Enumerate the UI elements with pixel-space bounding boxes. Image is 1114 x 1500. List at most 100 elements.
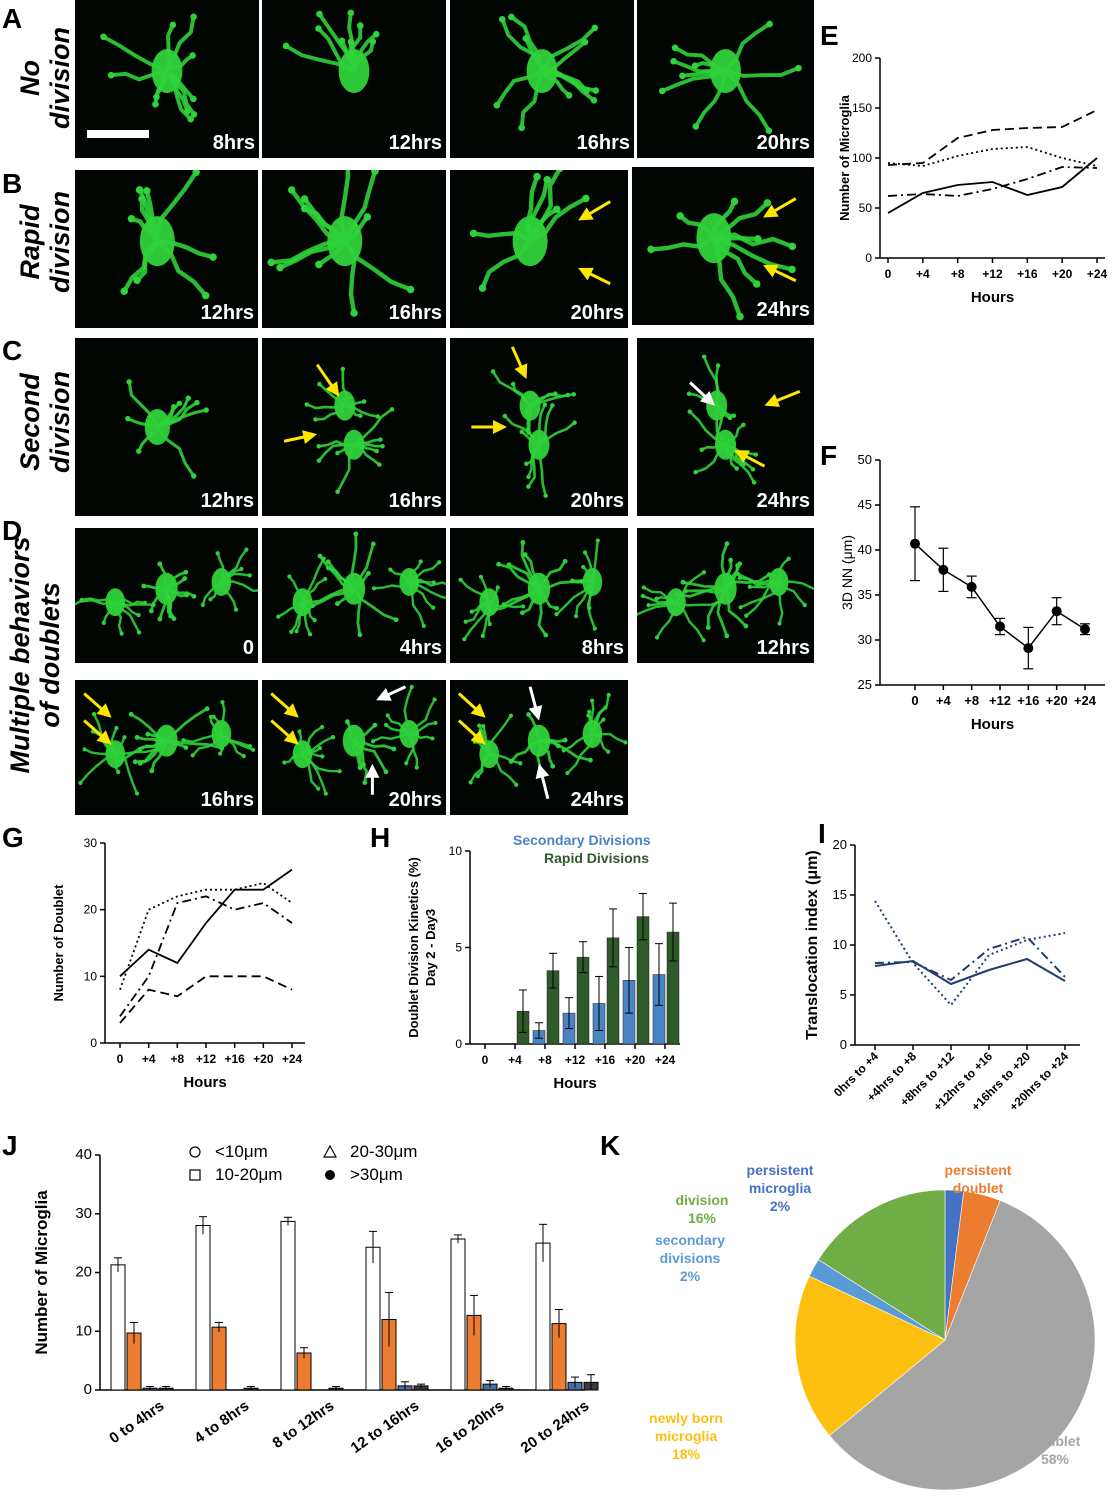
microglia-cell — [282, 9, 380, 94]
micrograph-b-2: 20hrs — [450, 170, 628, 328]
y-axis-label: Number of Doublet — [51, 884, 66, 1002]
y-tick-label: 10 — [75, 1322, 92, 1339]
micrograph-image — [78, 692, 256, 796]
pie-label: doublet — [1030, 1433, 1081, 1449]
legend-marker-dot — [325, 1170, 335, 1180]
micrograph-image — [282, 9, 380, 94]
panel-letter-f: F — [820, 440, 838, 471]
timepoint-label: 16hrs — [576, 132, 630, 154]
row-label-b: Rapid division — [15, 191, 75, 294]
x-tick-label: +24 — [655, 1053, 676, 1067]
yellow-arrow — [578, 267, 611, 286]
data-point — [1080, 624, 1090, 635]
microglia-cell — [490, 369, 577, 435]
timepoint-label: 20hrs — [756, 132, 810, 154]
row-label-a: No division — [15, 27, 75, 130]
microglia-cell — [141, 561, 197, 622]
panel-letter-h: H — [370, 822, 391, 853]
yellow-arrow — [471, 420, 507, 434]
yellow-arrow — [270, 692, 299, 718]
bar-square — [296, 1352, 312, 1391]
pie-label: persistent — [945, 1162, 1012, 1178]
pie-label: newly born — [649, 1410, 723, 1426]
micrograph-c-0: 12hrs — [75, 338, 258, 516]
y-tick-label: 30 — [84, 836, 98, 850]
yellow-arrow — [283, 430, 318, 444]
yellow-arrow — [763, 197, 797, 218]
timepoint-label: 0 — [242, 637, 254, 659]
pie-percent-label: 16% — [688, 1210, 717, 1226]
y-axis-label: Doublet Division Kinetics (%) Day 2 - Day… — [406, 857, 438, 1038]
series-line-dashdot — [874, 935, 1066, 982]
x-tick-label: +20 — [625, 1053, 646, 1067]
micrograph-d-2: 8hrs — [450, 528, 628, 663]
pie-percent-label: 58% — [1041, 1451, 1070, 1467]
x-tick-label: +8 — [538, 1053, 552, 1067]
pie-label: division — [676, 1192, 729, 1208]
microglia-cell — [647, 197, 797, 321]
microglia-cell — [371, 559, 446, 629]
micrograph-b-0: 12hrs — [75, 170, 258, 328]
microglia-cell — [468, 713, 523, 787]
x-tick-label: +24 — [1087, 267, 1108, 281]
timepoint-label: 8hrs — [581, 637, 624, 659]
micrograph-c-2: 20hrs — [450, 338, 628, 516]
x-tick-label: +12 — [196, 1052, 217, 1066]
x-tick-label: +24 — [282, 1052, 303, 1066]
white-arrow — [528, 686, 543, 721]
yellow-arrow — [734, 450, 766, 468]
micrograph-a-2: 16hrs — [450, 0, 634, 158]
yellow-arrow — [315, 363, 340, 397]
x-tick-label: +24 — [1074, 693, 1097, 708]
microglia-cell — [487, 540, 585, 638]
x-tick-label: 8 to 12hrs — [269, 1397, 337, 1452]
y-tick-label: 10 — [84, 969, 98, 983]
series-line-dotted — [119, 882, 293, 990]
data-point — [966, 581, 977, 592]
micrograph-a-3: 20hrs — [637, 0, 814, 158]
micrograph-b-3: 24hrs — [632, 167, 814, 325]
microglia-cell — [118, 706, 225, 774]
x-tick-label: +16 — [1017, 267, 1038, 281]
pie-percent-label: 4% — [968, 1198, 989, 1214]
panel-letter-i: I — [818, 818, 826, 849]
legend-label: <10μm — [215, 1142, 268, 1161]
pie-percent-label: 2% — [770, 1198, 791, 1214]
y-tick-label: 20 — [84, 903, 98, 917]
y-tick-label: 0 — [84, 1381, 92, 1398]
microglia-cell — [276, 556, 328, 637]
y-tick-label: 35 — [858, 587, 872, 602]
micrograph-image — [457, 686, 628, 800]
timepoint-label: 20hrs — [388, 789, 442, 811]
timepoint-label: 24hrs — [756, 490, 810, 512]
y-tick-label: 15 — [833, 887, 847, 902]
microglia-cell — [502, 402, 577, 498]
micrograph-d-5: 20hrs — [262, 680, 446, 815]
pie-label: persistent — [747, 1162, 814, 1178]
x-axis-label: Hours — [971, 289, 1014, 306]
microglia-cell — [304, 366, 381, 422]
panel-letter-b: B — [2, 168, 23, 199]
legend-label: >30μm — [350, 1165, 403, 1184]
white-arrow — [535, 763, 550, 800]
yellow-arrow — [457, 692, 486, 718]
panel-letter-e: E — [820, 20, 839, 51]
y-tick-label: 5 — [455, 941, 462, 955]
scale-bar — [87, 130, 149, 138]
timepoint-label: 24hrs — [756, 299, 810, 321]
bar-circle — [195, 1225, 211, 1391]
x-tick-label: +16 — [1017, 693, 1039, 708]
y-tick-label: 5 — [840, 987, 847, 1002]
pie-slice — [829, 1200, 1096, 1491]
micrograph-image — [100, 13, 198, 123]
yellow-arrow — [764, 390, 801, 407]
x-tick-label: +4 — [916, 267, 930, 281]
x-tick-label: 0 — [117, 1052, 124, 1066]
data-point — [1051, 606, 1062, 617]
x-axis-label: Hours — [553, 1075, 596, 1092]
y-tick-label: 100 — [852, 151, 872, 165]
panel-letter-j: J — [2, 1130, 18, 1161]
x-tick-label: +4 — [508, 1053, 522, 1067]
microglia-cell — [100, 13, 198, 123]
microglia-cell — [120, 170, 217, 300]
